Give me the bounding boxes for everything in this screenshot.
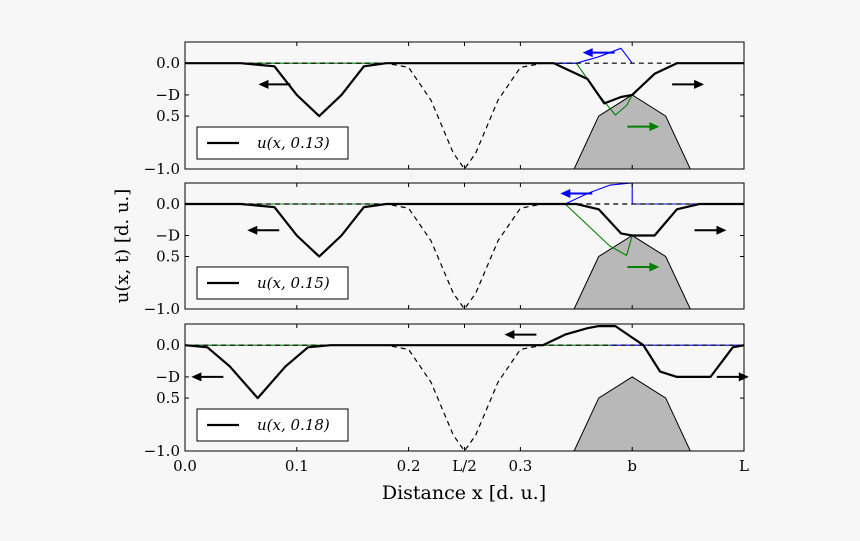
panel-3: 0.0 0.1 0.2 L/2 0.3 b L 0.0 −D 0.5 −1.0 u(x, 0.18) bbox=[144, 323, 749, 475]
y-tick-label: 0.0 bbox=[156, 195, 180, 213]
y-tick-label: −1.0 bbox=[144, 160, 180, 178]
plot-area bbox=[185, 47, 744, 169]
legend-label: u(x, 0.13) bbox=[257, 134, 330, 152]
y-tick-label: −D bbox=[155, 227, 180, 245]
arrow-head bbox=[716, 225, 727, 235]
x-tick-label: L bbox=[739, 457, 749, 475]
panel-1: 0.0 −D 0.5 −1.0 u(x, 0.13) bbox=[144, 41, 745, 178]
y-tick-label: −1.0 bbox=[144, 442, 180, 460]
panel-2: 0.0 −D 0.5 −1.0 u(x, 0.15) bbox=[144, 182, 745, 318]
lower-component-line bbox=[185, 62, 633, 116]
y-tick-label: −D bbox=[155, 86, 180, 104]
plot-area bbox=[185, 183, 744, 309]
x-axis-label: Distance x [d. u.] bbox=[382, 482, 546, 504]
x-tick-label: L/2 bbox=[452, 457, 477, 475]
legend-label: u(x, 0.15) bbox=[257, 274, 330, 292]
arrow-head bbox=[247, 225, 258, 235]
solution-line bbox=[185, 62, 744, 118]
y-tick-label: −1.0 bbox=[144, 300, 180, 318]
x-tick-label: b bbox=[627, 457, 637, 475]
obstacle-shape bbox=[573, 94, 691, 169]
obstacle-shape bbox=[573, 234, 691, 309]
x-tick-label: 0.0 bbox=[173, 457, 197, 475]
y-tick-label: 0.0 bbox=[156, 336, 180, 354]
obstacle-shape bbox=[573, 376, 691, 451]
arrow-head bbox=[560, 189, 571, 198]
arrow-head bbox=[504, 330, 515, 340]
x-tick-label: 0.2 bbox=[397, 457, 421, 475]
y-tick-label: 0.5 bbox=[156, 248, 180, 266]
y-axis-label: u(x, t) [d. u.] bbox=[112, 189, 133, 304]
plot-area bbox=[185, 325, 744, 451]
upper-component-line bbox=[520, 47, 633, 64]
x-tick-label: 0.1 bbox=[285, 457, 309, 475]
arrow-head bbox=[258, 79, 269, 89]
y-tick-label: 0.5 bbox=[156, 389, 180, 407]
arrow-head bbox=[191, 372, 202, 382]
legend-label: u(x, 0.18) bbox=[257, 416, 330, 434]
arrow-head bbox=[649, 122, 660, 132]
solution-line bbox=[185, 325, 744, 400]
arrow-head bbox=[649, 262, 660, 272]
y-tick-label: −D bbox=[155, 368, 180, 386]
arrow-head bbox=[582, 48, 593, 58]
arrow-head bbox=[694, 79, 705, 89]
solution-line bbox=[185, 202, 744, 258]
x-tick-label: 0.3 bbox=[508, 457, 532, 475]
y-tick-label: 0.5 bbox=[156, 107, 180, 125]
y-tick-label: 0.0 bbox=[156, 54, 180, 72]
